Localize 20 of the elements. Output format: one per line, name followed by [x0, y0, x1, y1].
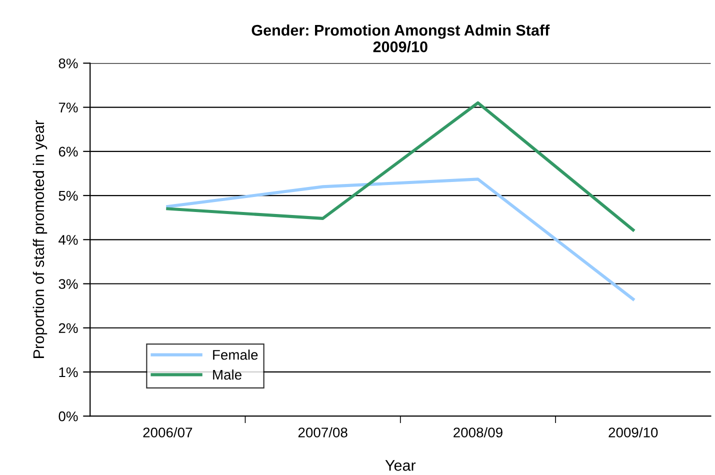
- chart-title: Gender: Promotion Amongst Admin Staff 2009/10: [252, 24, 550, 52]
- y-axis-title: Proportion of staff promoted in year: [32, 120, 48, 358]
- legend-label: Female: [213, 350, 258, 360]
- y-tick-label: 0%: [58, 411, 78, 422]
- x-tick-label: 2007/08: [298, 427, 348, 438]
- x-tick-label: 2006/07: [143, 427, 192, 438]
- y-tick-label: 4%: [58, 235, 78, 245]
- y-tick-label: 3%: [58, 279, 78, 289]
- y-tick-label: 2%: [58, 323, 78, 333]
- y-tick-label: 8%: [58, 58, 78, 68]
- y-tick-label: 7%: [58, 102, 78, 112]
- line-series: [166, 101, 635, 232]
- y-tick-label: 5%: [58, 190, 78, 201]
- line-series: [166, 178, 635, 301]
- x-tick-label: 2008/09: [454, 427, 502, 438]
- y-tick-label: 6%: [58, 146, 78, 157]
- x-axis-title: Year: [385, 460, 416, 471]
- legend-label: Male: [213, 369, 242, 380]
- x-tick-label: 2009/10: [608, 427, 658, 438]
- y-tick-label: 1%: [59, 367, 78, 378]
